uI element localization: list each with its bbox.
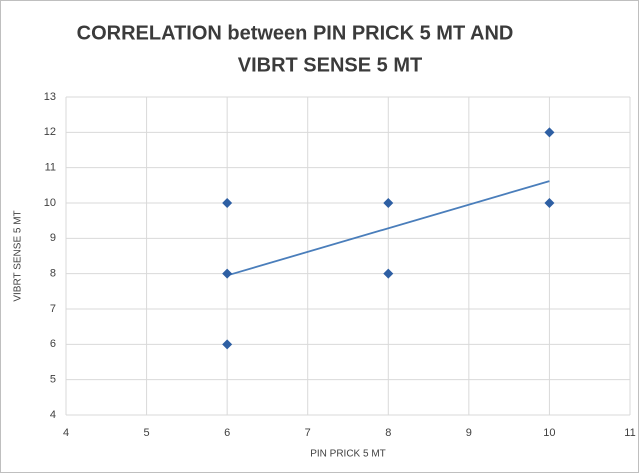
x-tick-label: 8 (385, 427, 391, 439)
y-tick-label: 9 (50, 232, 56, 244)
point (544, 198, 555, 208)
y-tick-label: 10 (44, 197, 56, 209)
x-tick-label: 6 (224, 427, 230, 439)
chart-title: VIBRT SENSE 5 MT (238, 54, 422, 76)
x-axis-label: PIN PRICK 5 MT (310, 449, 386, 460)
x-tick-label: 9 (466, 427, 472, 439)
y-tick-label: 7 (50, 303, 56, 315)
y-tick-label: 11 (45, 162, 56, 174)
point (383, 198, 394, 208)
y-tick-label: 12 (44, 126, 56, 138)
x-tick-label: 5 (144, 427, 150, 439)
point (544, 127, 555, 138)
point (383, 268, 394, 279)
y-tick-label: 13 (44, 91, 56, 103)
point (222, 198, 233, 208)
trendline (226, 180, 550, 277)
y-tick-label: 8 (50, 268, 56, 280)
point (222, 339, 233, 350)
point (222, 268, 233, 279)
chart-title: CORRELATION between PIN PRICK 5 MT AND (77, 22, 514, 44)
x-tick-label: 10 (543, 427, 555, 439)
x-tick-label: 4 (63, 427, 69, 439)
y-tick-label: 5 (50, 374, 56, 386)
y-tick-label: 6 (50, 338, 56, 350)
y-axis-label: VIBRT SENSE 5 MT (13, 210, 24, 301)
x-tick-label: 11 (624, 427, 635, 439)
x-tick-label: 7 (305, 427, 311, 439)
y-tick-label: 4 (50, 409, 56, 421)
